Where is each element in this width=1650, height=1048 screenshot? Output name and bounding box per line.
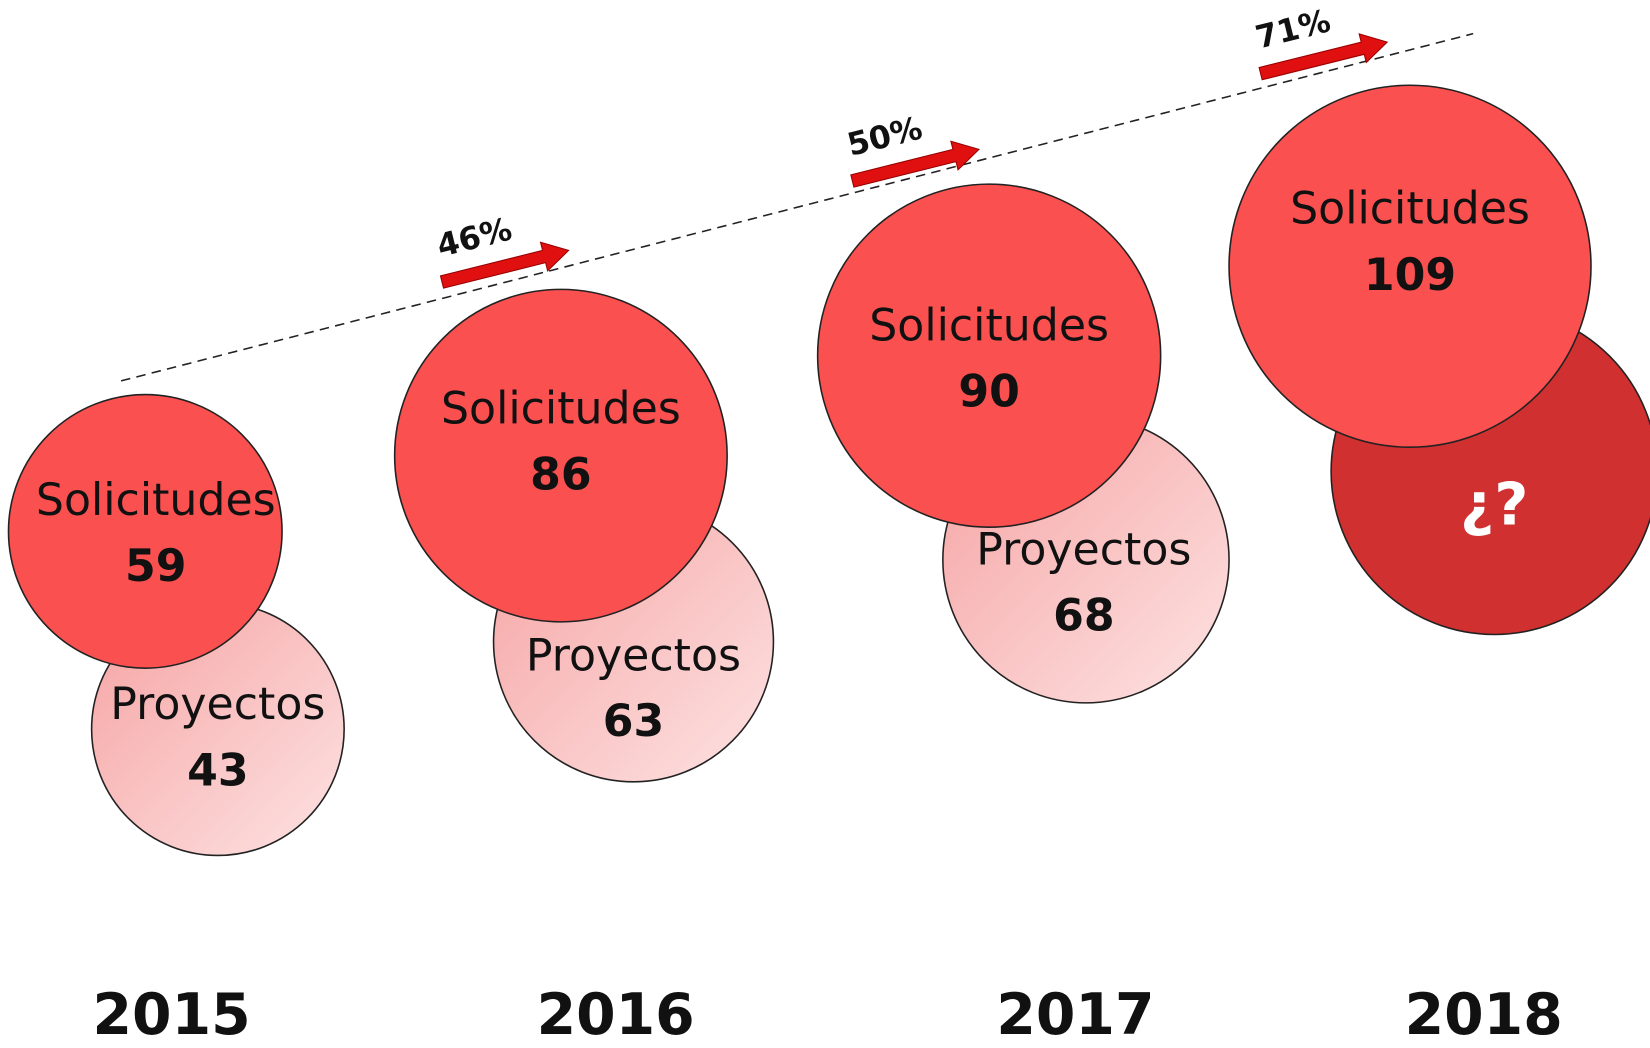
growth-label: 71% [1252,3,1334,56]
year-label: 2016 [537,982,695,1048]
solicitudes-value: 90 [958,367,1020,418]
arrow-shape [850,140,980,188]
proyectos-value: 43 [187,745,248,796]
solicitudes-label: Solicitudes [36,475,276,526]
solicitudes-value: 109 [1364,250,1456,301]
proyectos-value: 63 [603,696,665,747]
growth-label: 46% [433,212,515,265]
solicitudes-circle [816,183,1162,528]
proyectos-label: Proyectos [110,679,325,730]
arrow-shape [439,241,570,289]
growth-label: 50% [844,111,926,164]
proyectos-label: Proyectos [976,524,1191,575]
solicitudes-circle [7,393,283,669]
solicitudes-circle [1228,84,1592,448]
year-label: 2015 [93,982,251,1048]
trend-line [120,32,1474,382]
growth-arrow: 71% [1252,3,1389,81]
proyectos-value: ¿? [1460,469,1528,538]
growth-arrow: 46% [433,212,570,289]
solicitudes-circle [393,288,728,623]
proyectos-value: 68 [1053,591,1115,642]
solicitudes-label: Solicitudes [869,300,1109,351]
solicitudes-value: 86 [530,450,592,501]
solicitudes-label: Solicitudes [441,383,681,434]
solicitudes-label: Solicitudes [1290,183,1530,234]
year-label: 2017 [996,982,1154,1048]
arrow-shape [1258,33,1389,81]
growth-arrow: 50% [844,111,980,188]
solicitudes-value: 59 [125,541,187,592]
year-label: 2018 [1405,982,1563,1048]
proyectos-label: Proyectos [526,631,741,682]
